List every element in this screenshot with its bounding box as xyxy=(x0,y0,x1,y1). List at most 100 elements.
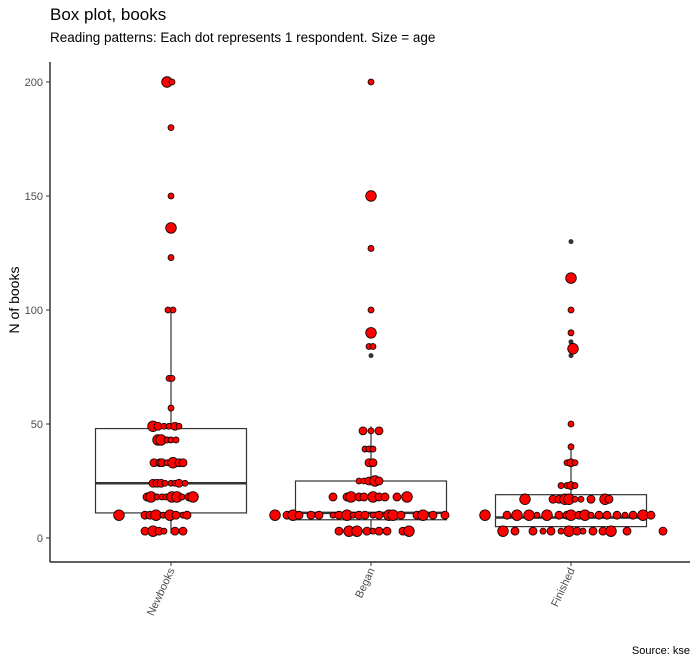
data-point xyxy=(502,510,512,520)
data-point xyxy=(165,222,177,234)
data-point xyxy=(594,510,604,520)
data-point xyxy=(567,343,579,355)
y-tick-label: 0 xyxy=(37,533,43,545)
data-point xyxy=(269,509,281,521)
data-point xyxy=(380,492,390,502)
data-point xyxy=(367,78,375,86)
data-point xyxy=(178,493,186,501)
data-point xyxy=(519,493,531,505)
data-point xyxy=(182,510,192,520)
data-point xyxy=(533,511,541,519)
data-point xyxy=(588,526,598,536)
data-point xyxy=(554,510,564,520)
data-point xyxy=(621,511,629,519)
data-point xyxy=(294,510,304,520)
data-point xyxy=(368,458,378,468)
data-point xyxy=(401,491,413,503)
data-point xyxy=(602,510,612,520)
data-point xyxy=(571,495,579,503)
data-point xyxy=(628,510,638,520)
data-point xyxy=(539,527,547,535)
data-point xyxy=(167,124,175,131)
data-point xyxy=(365,327,377,339)
data-point xyxy=(403,525,415,537)
data-point xyxy=(658,526,668,536)
data-point xyxy=(567,443,575,451)
data-point xyxy=(167,192,175,200)
data-point xyxy=(523,509,535,521)
data-point xyxy=(161,479,169,487)
data-point xyxy=(367,306,375,314)
data-point xyxy=(567,420,575,428)
data-point xyxy=(167,404,175,412)
data-point xyxy=(181,479,189,487)
y-tick-label: 200 xyxy=(25,77,43,89)
x-tick-label: Newbooks xyxy=(145,566,178,618)
data-point xyxy=(604,494,614,504)
data-point xyxy=(565,272,577,284)
outlier-point xyxy=(568,239,574,245)
data-point xyxy=(328,492,338,502)
y-axis-label: N of books xyxy=(6,267,22,334)
y-tick-label: 50 xyxy=(31,419,43,431)
data-point xyxy=(382,526,392,536)
data-point xyxy=(374,476,384,486)
chart-title: Box plot, books xyxy=(50,5,167,24)
data-point xyxy=(178,526,188,536)
data-point xyxy=(374,526,384,536)
data-point xyxy=(178,458,188,468)
data-point xyxy=(577,495,585,503)
data-point xyxy=(587,511,595,519)
data-point xyxy=(541,509,553,521)
data-point xyxy=(605,525,617,537)
data-point xyxy=(579,527,587,535)
data-point xyxy=(646,510,656,520)
data-point xyxy=(528,526,538,536)
x-tick-label: Began xyxy=(353,566,377,600)
y-tick-label: 150 xyxy=(25,191,43,203)
data-point xyxy=(586,494,596,504)
data-point xyxy=(358,426,368,436)
data-point xyxy=(187,491,199,503)
data-point xyxy=(511,509,523,521)
data-point xyxy=(567,329,575,337)
data-point xyxy=(440,510,450,520)
data-point xyxy=(374,426,384,436)
data-point xyxy=(160,527,168,535)
data-point xyxy=(168,78,176,86)
data-point xyxy=(334,526,344,536)
data-point xyxy=(622,526,632,536)
data-point xyxy=(374,510,384,520)
data-point xyxy=(557,527,565,535)
data-point xyxy=(169,306,177,314)
data-point xyxy=(369,343,377,350)
data-point xyxy=(428,510,438,520)
data-point xyxy=(360,510,370,520)
data-point xyxy=(417,509,429,521)
data-point xyxy=(546,526,556,536)
data-point xyxy=(571,482,579,489)
data-point xyxy=(168,374,176,382)
data-point xyxy=(359,492,369,502)
data-point xyxy=(510,526,520,536)
data-point xyxy=(367,245,375,252)
data-point xyxy=(170,526,180,536)
data-point xyxy=(113,509,125,521)
data-point xyxy=(172,436,180,444)
x-tick-label: Finished xyxy=(549,566,577,609)
data-point xyxy=(497,525,509,537)
chart-subtitle: Reading patterns: Each dot represents 1 … xyxy=(50,30,436,45)
data-point xyxy=(314,510,324,520)
data-point xyxy=(367,427,375,435)
data-point xyxy=(567,306,575,314)
data-point xyxy=(171,510,181,520)
data-point xyxy=(396,510,406,520)
y-tick-label: 100 xyxy=(25,305,43,317)
data-point xyxy=(167,254,175,261)
data-point xyxy=(369,445,377,453)
data-point xyxy=(351,525,363,537)
data-point xyxy=(571,459,579,467)
data-point xyxy=(479,509,491,521)
data-point xyxy=(557,482,565,489)
